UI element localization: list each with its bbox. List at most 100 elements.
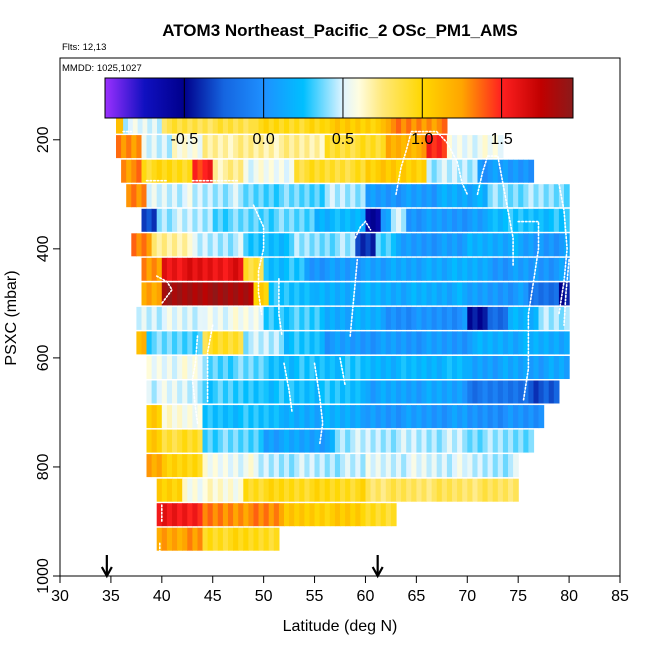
heatmap-cell [350,159,356,183]
heatmap-cell [457,478,463,502]
heatmap-cell [238,159,244,183]
heatmap-cell [263,356,270,379]
heatmap-cell [350,282,356,306]
heatmap-cell [421,331,428,355]
heatmap-cell [487,282,494,306]
heatmap-cell [202,527,209,551]
heatmap-cell [416,380,423,404]
heatmap-cell [151,454,158,478]
heatmap-cell [446,405,453,429]
heatmap-cell [161,429,168,453]
heatmap-cell [202,282,209,306]
heatmap-cell [314,503,321,527]
heatmap-cell [385,257,392,281]
heatmap-cell [401,454,407,478]
heatmap-cell [146,454,153,478]
heatmap-cell [548,208,555,232]
heatmap-cell [304,208,311,232]
heatmap-cell [421,405,428,429]
heatmap-cell [258,184,265,208]
heatmap-cell [166,405,173,429]
flight-track [517,220,540,403]
heatmap-cell [492,306,499,330]
heatmap-cell [177,331,183,355]
heatmap-cell [284,208,290,232]
heatmap-cell [177,306,183,330]
heatmap-cell [380,380,387,404]
heatmap-cell [233,208,239,232]
heatmap-cell [136,159,143,183]
heatmap-cell [350,184,356,208]
heatmap-cell [426,356,433,379]
heatmap-cell [340,233,346,257]
heatmap-cell [380,282,387,306]
heatmap-cell [345,405,351,429]
flight-track [252,204,265,316]
heatmap-cell [243,257,249,281]
heatmap-cell [243,331,249,355]
heatmap-cell [304,503,311,527]
heatmap-cell [238,306,244,330]
heatmap-cell [436,478,443,502]
heatmap-cell [212,184,219,208]
heatmap-cell [452,306,458,330]
heatmap-cell [161,257,168,281]
heatmap-cell [406,135,412,159]
heatmap-cell [151,159,158,183]
heatmap-cell [319,159,326,183]
heatmap-cell [177,405,183,429]
heatmap-cell [477,478,484,502]
heatmap-cell [518,282,524,306]
heatmap-cell [182,356,188,379]
heatmap-cell [329,233,336,257]
heatmap-cell [411,159,417,183]
heatmap-cell [182,429,188,453]
heatmap-cell [166,503,173,527]
heatmap-cell [487,478,494,502]
heatmap-cell [345,110,351,134]
heatmap-cell [518,405,524,429]
heatmap-cell [192,159,199,183]
heatmap-cell [192,429,199,453]
heatmap-cell [467,454,473,478]
heatmap-cell [401,331,407,355]
heatmap-cell [528,356,535,379]
heatmap-cell [502,257,509,281]
heatmap-cell [457,159,463,183]
heatmap-cell [497,208,504,232]
colorbar-ticks: -0.5 0.0 0.5 1.0 1.5 [171,78,513,148]
heatmap-cell [355,159,361,183]
heatmap-cell [238,184,244,208]
heatmap-cell [497,478,504,502]
heatmap-cell [472,356,479,379]
heatmap-cell [151,429,158,453]
heatmap-cell [355,233,361,257]
heatmap-cell [487,331,494,355]
heatmap-cell [324,454,331,478]
heatmap-cell [340,454,346,478]
heatmap-cell [182,282,188,306]
heatmap-cell [390,405,397,429]
heatmap-cell [146,405,153,429]
heatmap-cell [243,110,249,134]
heatmap-cell [487,208,494,232]
heatmap-cell [518,429,524,453]
heatmap-cell [360,478,367,502]
heatmap-cell [477,184,484,208]
heatmap-cell [233,306,239,330]
heatmap-cell [156,135,163,159]
heatmap-cell [172,110,178,134]
heatmap-cell [416,331,423,355]
heatmap-cell [426,135,433,159]
heatmap-cell [472,478,479,502]
heatmap-cell [172,184,178,208]
heatmap-cell [396,184,402,208]
heatmap-cell [299,331,305,355]
heatmap-cell [334,208,341,232]
heatmap-cell [273,184,280,208]
heatmap-cell [436,454,443,478]
heatmap-cell [253,478,260,502]
heatmap-cell [146,208,153,232]
heatmap-cell [385,208,392,232]
heatmap-cell [202,233,209,257]
